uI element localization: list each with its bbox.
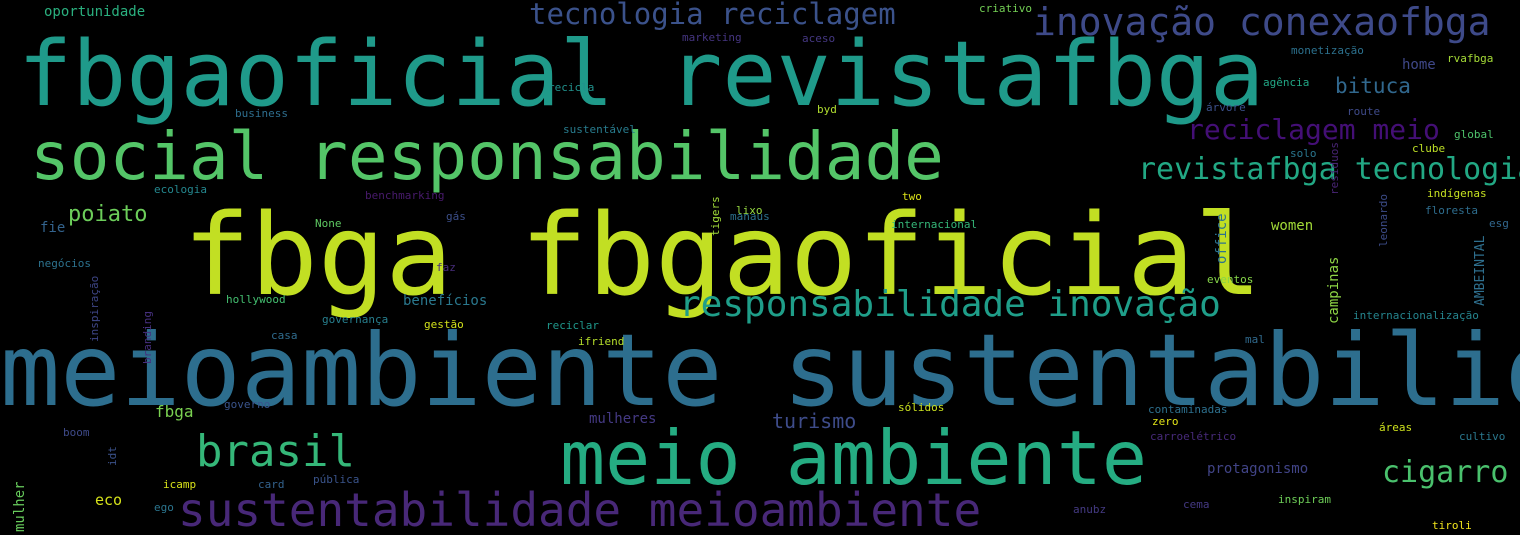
word: route xyxy=(1347,105,1381,118)
word: governo xyxy=(224,398,271,411)
word: hollywood xyxy=(226,293,286,306)
word: meio ambiente xyxy=(560,414,1147,502)
word: women xyxy=(1271,218,1314,234)
word: revistafbga tecnologia xyxy=(1138,152,1520,187)
word: brasil xyxy=(196,426,355,477)
word: campinas xyxy=(1326,256,1342,324)
word: solo xyxy=(1290,147,1317,160)
word: rvafbga xyxy=(1447,52,1494,65)
word: mal xyxy=(1245,333,1265,346)
word: negócios xyxy=(38,257,91,270)
word: ecologia xyxy=(154,183,207,196)
word: árvore xyxy=(1206,101,1246,114)
word: contaminadas xyxy=(1148,403,1228,416)
word: fie xyxy=(40,220,66,236)
word: mulher xyxy=(12,481,28,532)
word: recicla xyxy=(548,81,595,94)
word: responsabilidade inovação xyxy=(679,284,1221,325)
word: inovação conexaofbga xyxy=(1033,0,1491,44)
word: protagonismo xyxy=(1207,461,1309,477)
word: branding xyxy=(141,311,154,364)
word: meioambiente sustentabilidade xyxy=(0,312,1520,429)
word: aceso xyxy=(802,32,836,45)
word: fbgaoficial revistafbga xyxy=(18,22,1265,127)
word: sólidos xyxy=(898,401,945,414)
word: None xyxy=(315,217,342,230)
word: inspiram xyxy=(1278,493,1331,506)
word: oportunidade xyxy=(44,4,146,20)
word: mulheres xyxy=(589,411,657,427)
word: benefícios xyxy=(403,293,488,309)
word: lixo xyxy=(736,204,763,217)
word: eco xyxy=(95,491,123,509)
word: esg xyxy=(1489,217,1509,230)
word: boom xyxy=(63,426,90,439)
word: turismo xyxy=(772,409,857,433)
word: social responsabilidade xyxy=(30,118,944,195)
word: monetização xyxy=(1291,44,1364,57)
word: reciclagem meio xyxy=(1187,113,1440,146)
word: faz xyxy=(436,261,456,274)
word: AMBEINTAL xyxy=(1473,235,1488,306)
word: sustentabilidade meioambiente xyxy=(178,483,982,535)
word: manaus xyxy=(730,210,770,223)
word: tigers xyxy=(709,196,722,236)
word: two xyxy=(902,190,922,203)
word: bituca xyxy=(1335,74,1411,98)
word: reciclar xyxy=(546,319,599,332)
word: ego xyxy=(154,501,174,514)
word: ifriend xyxy=(578,335,625,348)
word: carroelétrico xyxy=(1150,430,1237,443)
word: tecnologia reciclagem xyxy=(529,0,896,31)
word: floresta xyxy=(1425,204,1478,217)
word: casa xyxy=(271,329,298,342)
word: criativo xyxy=(979,2,1032,15)
word: home xyxy=(1402,57,1436,73)
word: gestão xyxy=(424,318,464,331)
word: business xyxy=(235,107,288,120)
word: global xyxy=(1454,128,1494,141)
word: resíduos xyxy=(1328,142,1341,195)
word: eventos xyxy=(1207,273,1254,286)
word: anubz xyxy=(1073,503,1107,516)
word: cema xyxy=(1183,498,1210,511)
word: clube xyxy=(1412,142,1446,155)
word: sustentável xyxy=(563,123,636,136)
word: internacional xyxy=(891,218,978,231)
word: gás xyxy=(446,210,466,223)
word: fbga fbgaoficial xyxy=(183,191,1262,321)
word: zero xyxy=(1152,415,1179,428)
word: office xyxy=(1214,213,1230,264)
word: internacionalização xyxy=(1353,309,1479,322)
word: inspiração xyxy=(88,275,101,342)
word: áreas xyxy=(1379,421,1413,434)
word: cultivo xyxy=(1459,430,1506,443)
word: idt xyxy=(106,446,119,466)
word: cigarro xyxy=(1382,455,1509,490)
word: fbga xyxy=(155,402,194,421)
word: card xyxy=(258,478,285,491)
word: poiato xyxy=(68,202,148,227)
word: tiroli xyxy=(1432,519,1472,532)
word: icamp xyxy=(163,478,197,491)
word: pública xyxy=(313,473,360,486)
word: benchmarking xyxy=(365,189,445,202)
word: governança xyxy=(322,313,389,326)
word: byd xyxy=(817,103,837,116)
word: leonardo xyxy=(1377,194,1390,247)
word: indígenas xyxy=(1427,187,1487,200)
word: agência xyxy=(1263,76,1310,89)
word: marketing xyxy=(682,31,742,44)
